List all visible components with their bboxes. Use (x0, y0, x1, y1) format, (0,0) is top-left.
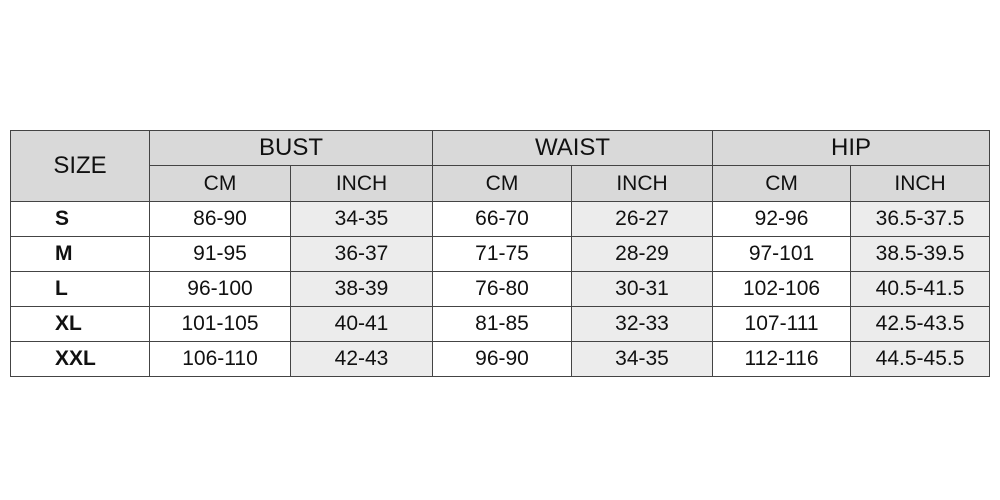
cm-value-cell: 106-110 (149, 341, 291, 377)
unit-header-cm: CM (712, 165, 852, 202)
group-header-hip: HIP (712, 130, 991, 166)
inch-value-cell: 32-33 (571, 306, 714, 342)
inch-value-cell: 44.5-45.5 (850, 341, 991, 377)
cm-value-cell: 96-100 (149, 271, 291, 307)
inch-value-cell: 38.5-39.5 (850, 236, 991, 272)
table-row: XL 101-105 40-41 81-85 32-33 107-111 42.5-43.5 (10, 306, 991, 342)
unit-header-inch: INCH (850, 165, 991, 202)
cm-value-cell: 76-80 (432, 271, 573, 307)
inch-value-cell: 36-37 (289, 236, 434, 272)
inch-value-cell: 36.5-37.5 (850, 201, 991, 237)
inch-value-cell: 42-43 (289, 341, 434, 377)
cm-value-cell: 96-90 (432, 341, 573, 377)
size-cell: M (10, 236, 150, 272)
cm-value-cell: 101-105 (149, 306, 291, 342)
cm-value-cell: 86-90 (149, 201, 291, 237)
cm-value-cell: 66-70 (432, 201, 573, 237)
group-header-waist: WAIST (432, 130, 714, 166)
table-row: L 96-100 38-39 76-80 30-31 102-106 40.5-41.5 (10, 271, 991, 307)
table-row: M 91-95 36-37 71-75 28-29 97-101 38.5-39.5 (10, 236, 991, 272)
size-cell: XXL (10, 341, 150, 377)
size-chart-table: SIZE BUST WAIST HIP CM INCH CM INCH CM I… (10, 130, 991, 377)
inch-value-cell: 26-27 (571, 201, 714, 237)
cm-value-cell: 107-111 (712, 306, 852, 342)
unit-header-cm: CM (432, 165, 573, 202)
cm-value-cell: 81-85 (432, 306, 573, 342)
inch-value-cell: 28-29 (571, 236, 714, 272)
group-header-bust: BUST (148, 130, 434, 166)
cm-value-cell: 92-96 (712, 201, 852, 237)
inch-value-cell: 34-35 (289, 201, 434, 237)
cm-value-cell: 102-106 (712, 271, 852, 307)
cm-value-cell: 71-75 (432, 236, 573, 272)
unit-header-inch: INCH (571, 165, 714, 202)
table-row: S 86-90 34-35 66-70 26-27 92-96 36.5-37.5 (10, 201, 991, 237)
size-cell: L (10, 271, 150, 307)
header-row-units: CM INCH CM INCH CM INCH (11, 165, 991, 202)
cm-value-cell: 112-116 (712, 341, 852, 377)
size-cell: XL (10, 306, 150, 342)
inch-value-cell: 40.5-41.5 (850, 271, 991, 307)
inch-value-cell: 34-35 (571, 341, 714, 377)
unit-header-inch: INCH (289, 165, 434, 202)
cm-value-cell: 91-95 (149, 236, 291, 272)
unit-header-cm: CM (149, 165, 291, 202)
inch-value-cell: 42.5-43.5 (850, 306, 991, 342)
size-header: SIZE (10, 130, 150, 202)
header-row-groups: SIZE BUST WAIST HIP (10, 130, 991, 202)
size-cell: S (10, 201, 150, 237)
cm-value-cell: 97-101 (712, 236, 852, 272)
inch-value-cell: 30-31 (571, 271, 714, 307)
table-row: XXL 106-110 42-43 96-90 34-35 112-116 44.5-45.… (10, 341, 991, 377)
inch-value-cell: 38-39 (289, 271, 434, 307)
inch-value-cell: 40-41 (289, 306, 434, 342)
